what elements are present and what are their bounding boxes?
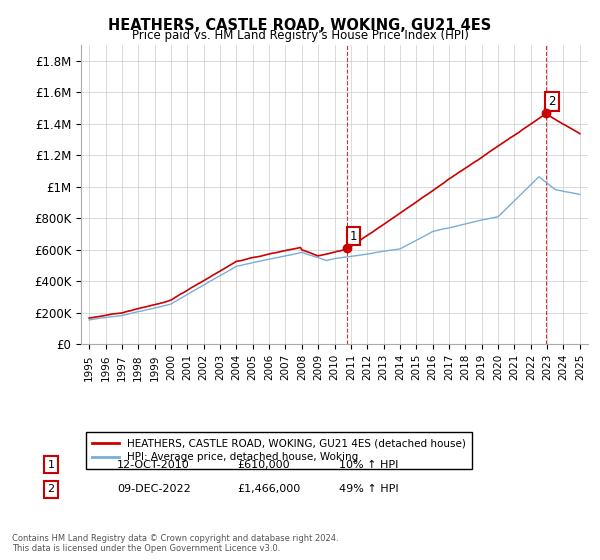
Text: 2: 2 <box>47 484 55 494</box>
Text: 12-OCT-2010: 12-OCT-2010 <box>117 460 190 470</box>
Legend: HEATHERS, CASTLE ROAD, WOKING, GU21 4ES (detached house), HPI: Average price, de: HEATHERS, CASTLE ROAD, WOKING, GU21 4ES … <box>86 432 472 469</box>
Text: £610,000: £610,000 <box>237 460 290 470</box>
Text: 49% ↑ HPI: 49% ↑ HPI <box>339 484 398 494</box>
Text: Contains HM Land Registry data © Crown copyright and database right 2024.
This d: Contains HM Land Registry data © Crown c… <box>12 534 338 553</box>
Text: Price paid vs. HM Land Registry's House Price Index (HPI): Price paid vs. HM Land Registry's House … <box>131 29 469 42</box>
Text: 10% ↑ HPI: 10% ↑ HPI <box>339 460 398 470</box>
Text: 1: 1 <box>350 230 358 242</box>
Text: 09-DEC-2022: 09-DEC-2022 <box>117 484 191 494</box>
Text: HEATHERS, CASTLE ROAD, WOKING, GU21 4ES: HEATHERS, CASTLE ROAD, WOKING, GU21 4ES <box>109 18 491 33</box>
Text: £1,466,000: £1,466,000 <box>237 484 300 494</box>
Text: 1: 1 <box>47 460 55 470</box>
Text: 2: 2 <box>548 95 556 108</box>
